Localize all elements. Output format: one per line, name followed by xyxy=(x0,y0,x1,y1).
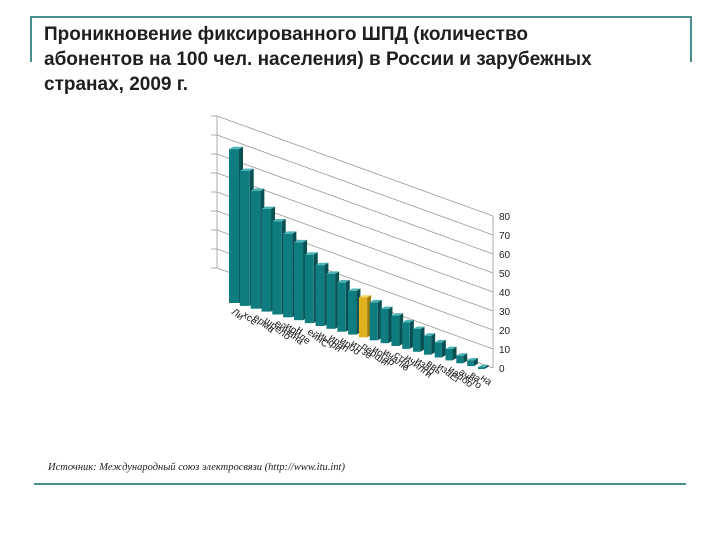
y-tick-label: 60 xyxy=(499,250,511,261)
bar xyxy=(434,342,442,358)
bar xyxy=(239,171,250,306)
y-tick-label: 50 xyxy=(499,269,511,280)
bar-top xyxy=(402,319,414,323)
bar xyxy=(380,309,389,344)
bar-top xyxy=(229,146,243,150)
bar-top xyxy=(315,262,329,266)
bar xyxy=(272,221,282,315)
y-tick-label: 30 xyxy=(499,307,511,318)
bar-side xyxy=(473,358,478,367)
bar-top xyxy=(380,306,393,309)
y-tick-label: 40 xyxy=(499,288,511,299)
bar-top xyxy=(413,326,425,329)
bar xyxy=(423,335,432,355)
title-left-rule xyxy=(30,16,32,62)
y-tick-label: 0 xyxy=(499,364,505,375)
bar-top xyxy=(337,279,350,283)
bar xyxy=(283,233,293,318)
bar-side xyxy=(399,313,404,347)
bar xyxy=(413,329,421,352)
bar xyxy=(326,273,336,329)
bar-top xyxy=(423,333,436,336)
title-line-2: абонентов на 100 чел. населения) в Росси… xyxy=(44,49,592,70)
y-tick-label: 10 xyxy=(499,345,511,356)
bar-top xyxy=(250,188,265,191)
bar-top xyxy=(391,313,404,316)
bar xyxy=(358,297,368,338)
bar xyxy=(229,149,239,303)
grid-line xyxy=(216,153,494,255)
slide-title: Проникновение фиксированного ШПД (количе… xyxy=(44,22,664,97)
bar-side xyxy=(452,346,457,361)
bar-top xyxy=(434,339,446,343)
bar-side xyxy=(441,339,446,358)
bar-top xyxy=(348,288,361,291)
bar xyxy=(391,315,400,346)
bar-top xyxy=(261,206,276,210)
bar xyxy=(250,190,261,309)
bar xyxy=(294,242,304,321)
bar-top xyxy=(369,299,382,303)
bar xyxy=(337,282,346,332)
bar-side xyxy=(484,364,489,369)
bar xyxy=(478,367,485,369)
y-tick-label: 80 xyxy=(499,212,511,223)
bar-top xyxy=(239,168,254,171)
bar xyxy=(315,265,325,326)
title-line-1: Проникновение фиксированного ШПД (количе… xyxy=(44,24,529,45)
bar-top xyxy=(478,364,489,368)
chart-bars xyxy=(229,146,489,369)
title-line-3: странах, 2009 г. xyxy=(44,74,189,95)
bar xyxy=(445,349,453,361)
y-tick-label: 20 xyxy=(499,326,511,337)
bar xyxy=(467,360,474,367)
bar-top xyxy=(467,358,478,361)
bar xyxy=(304,254,314,324)
source-note: Источник: Международный союз электросвяз… xyxy=(48,462,345,473)
bar-side xyxy=(431,333,436,355)
bar-top xyxy=(283,231,297,234)
bar xyxy=(402,322,410,349)
bar-side xyxy=(463,353,468,364)
bottom-rule xyxy=(34,483,686,485)
bar xyxy=(348,290,357,335)
bar-side xyxy=(409,319,414,349)
bar-side xyxy=(420,326,425,352)
bar-top xyxy=(304,252,318,255)
bar-top xyxy=(272,218,286,222)
bar-top xyxy=(358,295,372,298)
bar-top xyxy=(456,353,468,356)
category-label: н xyxy=(294,324,305,336)
chart-y-tick-labels: 0 10 20 30 40 50 60 70 80 xyxy=(499,212,511,375)
bar-top xyxy=(293,239,308,243)
bar-top xyxy=(445,346,457,349)
grid-line xyxy=(216,115,494,217)
grid-line xyxy=(216,134,494,236)
bar xyxy=(369,302,378,341)
bar xyxy=(456,355,464,364)
title-top-rule xyxy=(30,16,692,18)
title-right-rule xyxy=(690,16,692,62)
bar-top xyxy=(326,271,340,274)
y-tick-label: 70 xyxy=(499,231,511,242)
bar xyxy=(261,209,272,312)
